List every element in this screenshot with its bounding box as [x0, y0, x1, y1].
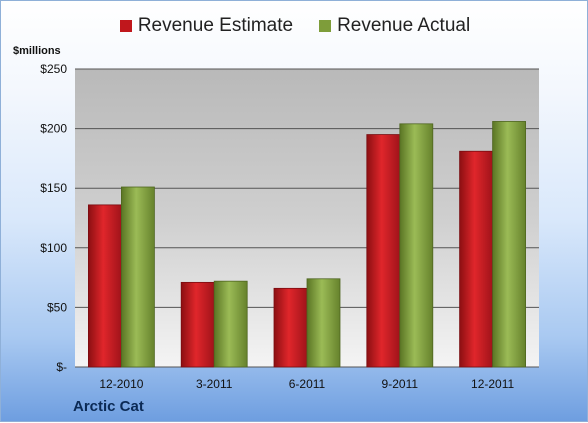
x-tick-label: 3-2011: [196, 377, 233, 391]
bar-estimate: [366, 134, 401, 368]
bar-actual: [121, 186, 155, 368]
company-name: Arctic Cat: [73, 398, 144, 415]
x-tick-label: 9-2011: [382, 377, 419, 391]
bar-actual: [399, 123, 434, 368]
bar-estimate: [273, 287, 308, 368]
x-tick-label: 12-2011: [471, 377, 514, 391]
y-tick-label: $150: [40, 181, 67, 195]
legend: Revenue Estimate Revenue Actual: [1, 15, 588, 37]
y-tick-label: $250: [40, 62, 67, 76]
y-tick-label: $50: [47, 300, 67, 314]
y-unit-label: $millions: [13, 45, 61, 57]
legend-label-actual: Revenue Actual: [337, 15, 471, 36]
bar-estimate: [180, 281, 215, 368]
legend-item-estimate: Revenue Estimate: [119, 15, 294, 37]
y-tick-label: $-: [56, 360, 67, 374]
bar-estimate: [459, 150, 494, 368]
y-tick-label: $200: [40, 122, 67, 136]
x-tick-label: 12-2010: [99, 377, 143, 391]
legend-swatch-actual: [319, 20, 332, 32]
legend-item-actual: Revenue Actual: [319, 15, 470, 37]
bar-actual: [492, 121, 527, 368]
legend-swatch-estimate: [119, 20, 132, 32]
bar-estimate: [88, 204, 122, 368]
legend-label-estimate: Revenue Estimate: [137, 15, 294, 36]
bar-actual: [306, 278, 341, 368]
x-tick-label: 6-2011: [289, 377, 326, 391]
y-tick-label: $100: [40, 241, 67, 255]
bar-actual: [213, 280, 248, 368]
